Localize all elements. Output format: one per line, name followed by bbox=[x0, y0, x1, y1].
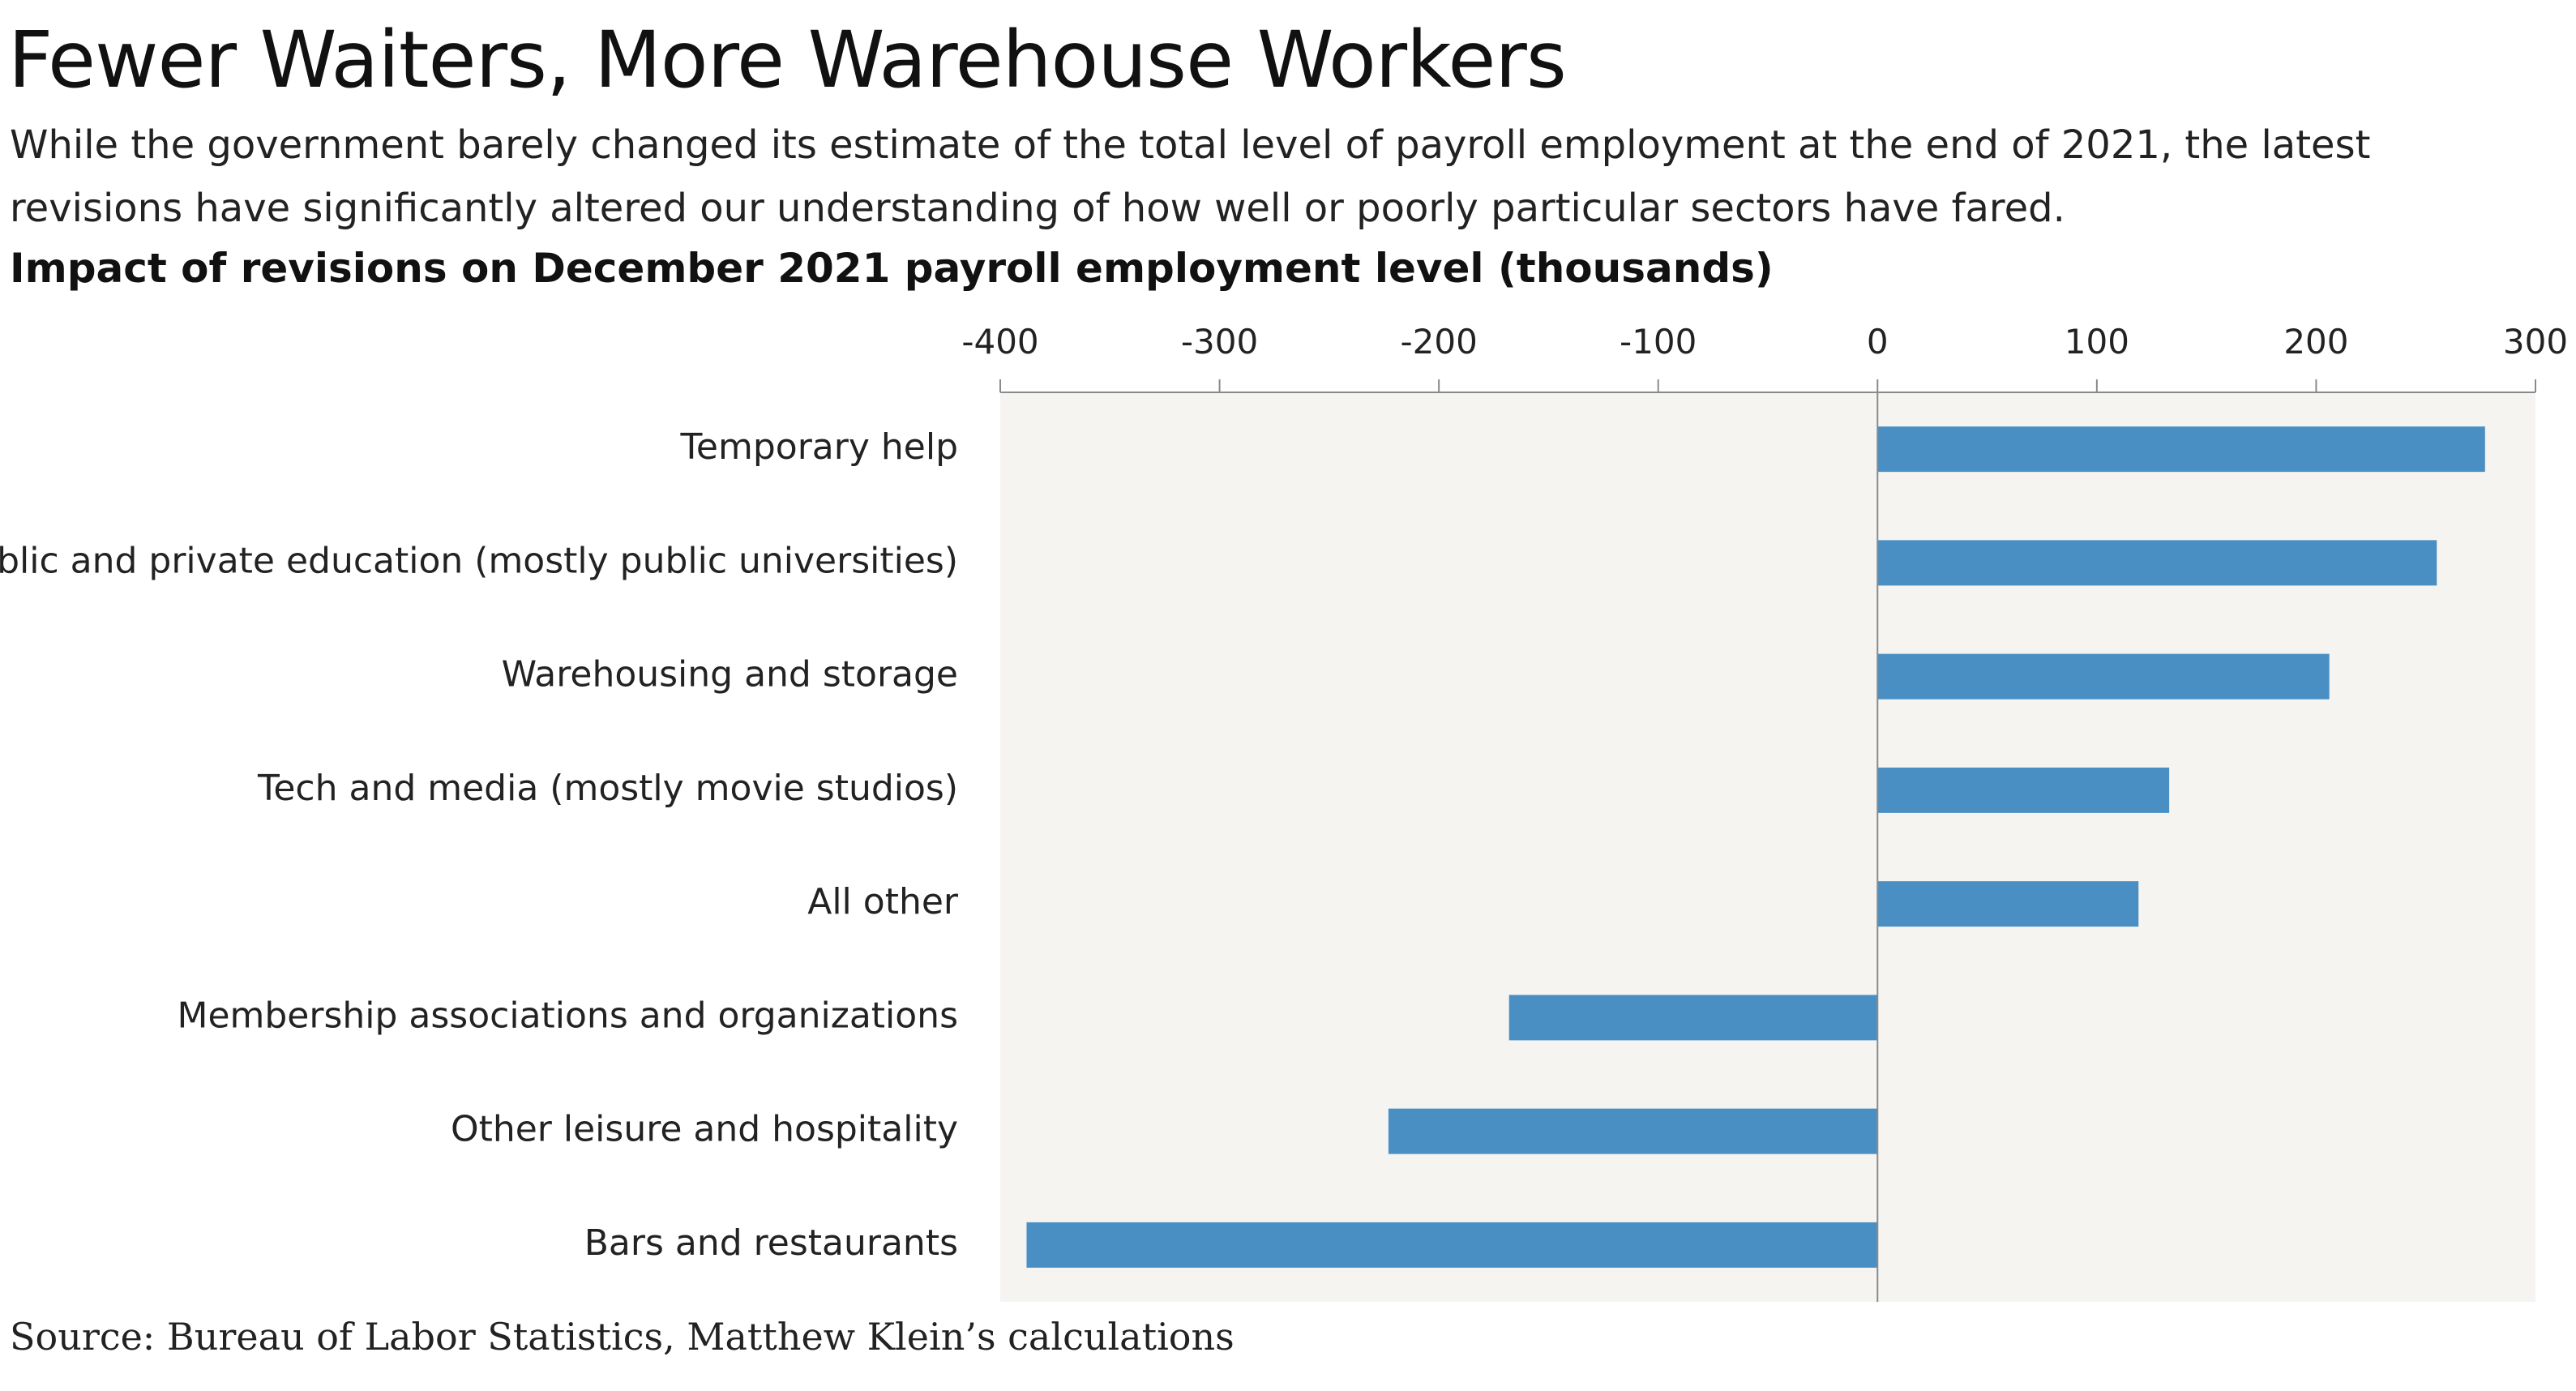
category-labels: Temporary help Public and private educati… bbox=[0, 426, 959, 1264]
bar bbox=[1508, 995, 1878, 1041]
category-label: Temporary help bbox=[680, 426, 958, 468]
chart-subtitle: While the government barely changed its … bbox=[10, 122, 2371, 231]
category-label: Tech and media (mostly movie studios) bbox=[257, 768, 958, 809]
x-tick-label: -100 bbox=[1620, 322, 1697, 362]
bar bbox=[1388, 1108, 1878, 1154]
category-label: All other bbox=[807, 881, 959, 922]
bars bbox=[1026, 426, 2485, 1268]
plot-background bbox=[1000, 392, 2535, 1302]
x-tick-label: -200 bbox=[1400, 322, 1477, 362]
category-label: Bars and restaurants bbox=[584, 1222, 958, 1264]
x-axis: -400 -300 -200 -100 0 100 200 300 bbox=[961, 322, 2568, 393]
x-tick-label: -400 bbox=[961, 322, 1038, 362]
x-tick-label: 0 bbox=[1867, 322, 1889, 362]
source-note: Source: Bureau of Labor Statistics, Matt… bbox=[10, 1315, 1235, 1359]
chart-title: Fewer Waiters, More Warehouse Workers bbox=[8, 15, 1567, 105]
bar bbox=[1877, 426, 2485, 473]
bar bbox=[1026, 1222, 1878, 1268]
bar bbox=[1877, 881, 2139, 927]
x-tick-label: 100 bbox=[2065, 322, 2129, 362]
bar bbox=[1877, 767, 2170, 813]
category-label: Warehousing and storage bbox=[502, 654, 958, 696]
bar bbox=[1877, 540, 2437, 586]
x-tick-label: 200 bbox=[2283, 322, 2348, 362]
x-tick-label: 300 bbox=[2503, 322, 2568, 362]
chart-heading: Impact of revisions on December 2021 pay… bbox=[10, 245, 1774, 292]
x-tick-label: -300 bbox=[1181, 322, 1258, 362]
category-label: Membership associations and organization… bbox=[177, 995, 958, 1036]
category-label: Public and private education (mostly pub… bbox=[0, 540, 958, 581]
bar bbox=[1877, 653, 2330, 700]
category-label: Other leisure and hospitality bbox=[451, 1109, 958, 1150]
